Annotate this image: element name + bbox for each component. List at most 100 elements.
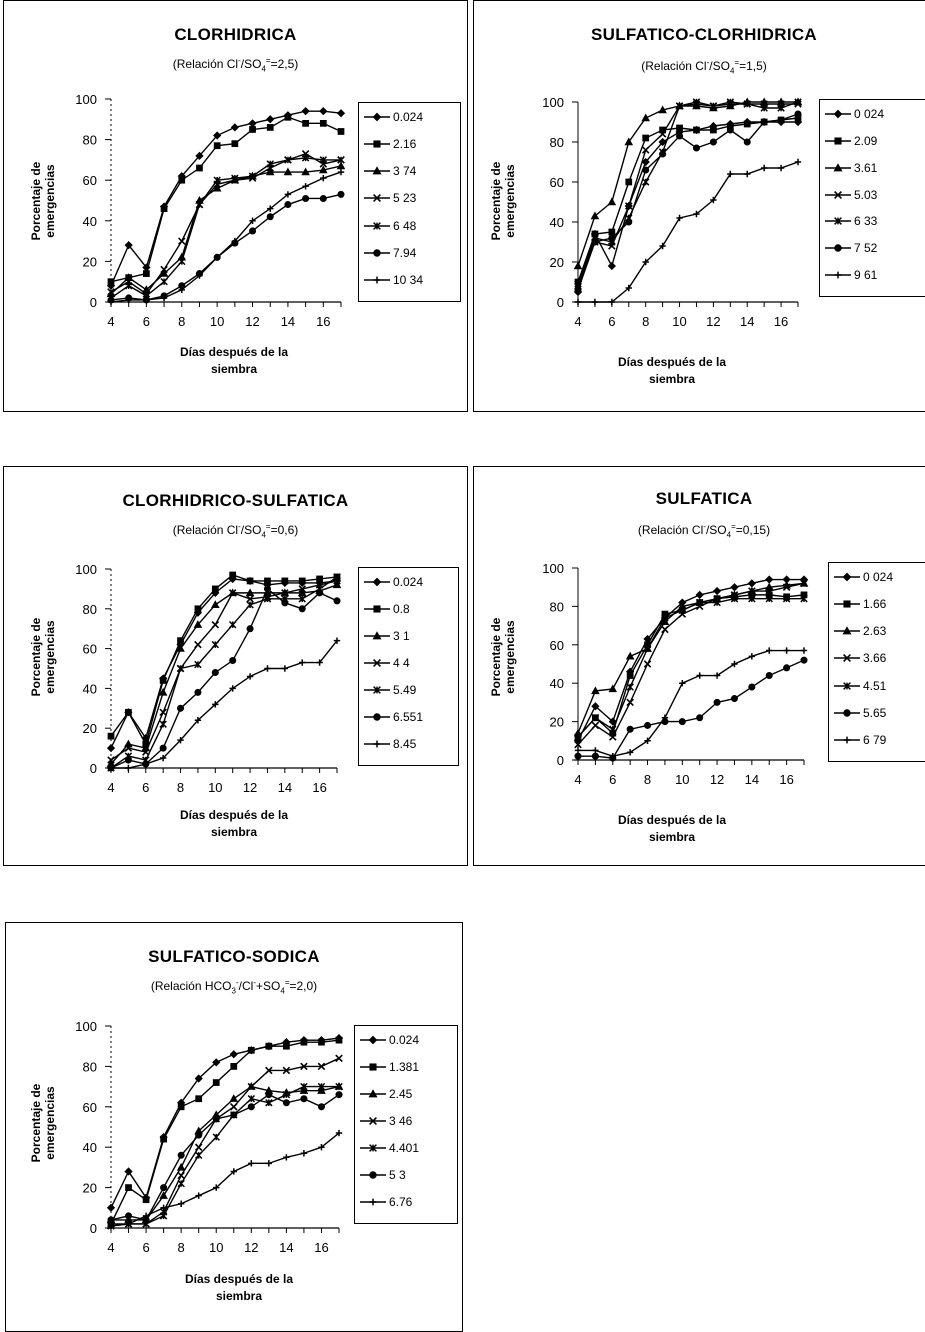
data-point <box>659 242 666 250</box>
subtitle-part: - <box>706 58 710 67</box>
data-point <box>317 1062 326 1071</box>
legend-label: 2.09 <box>854 133 878 148</box>
legend-swatch <box>364 686 390 694</box>
data-point <box>196 164 203 172</box>
legend-swatch <box>825 137 851 145</box>
data-point <box>212 701 219 708</box>
data-point <box>249 126 256 133</box>
data-point <box>574 740 582 749</box>
data-point <box>228 589 237 597</box>
data-point <box>124 282 133 290</box>
data-point <box>302 119 309 127</box>
series-6 <box>574 110 802 294</box>
data-point <box>195 1095 203 1103</box>
data-point <box>178 286 185 294</box>
data-point <box>696 672 703 679</box>
chart-title: SULFATICA <box>655 489 753 508</box>
legend-item: 0 024 <box>829 567 925 587</box>
legend-item: 0.8 <box>359 599 458 619</box>
data-point <box>641 157 650 167</box>
data-point <box>107 732 115 740</box>
legend-item: 3 46 <box>355 1111 457 1131</box>
legend-swatch <box>364 194 390 203</box>
data-point <box>230 1168 237 1175</box>
data-point <box>695 598 704 607</box>
data-point <box>626 672 634 679</box>
data-point <box>591 714 600 722</box>
legend-label: 7 52 <box>854 241 878 256</box>
data-point <box>696 714 704 722</box>
data-point <box>106 1203 116 1212</box>
data-point <box>319 107 328 116</box>
x-tick-label: 10 <box>208 780 222 795</box>
data-point <box>641 178 650 186</box>
subtitle-part: = <box>265 56 271 65</box>
subtitle-part: = <box>731 522 736 531</box>
data-point <box>335 1129 343 1137</box>
data-point <box>230 1103 238 1111</box>
data-point <box>335 1091 343 1099</box>
chart-legend: 0.024 2.16 3 74 5 23 6 48 7.94 10 34 <box>358 102 461 302</box>
data-point <box>590 211 600 220</box>
data-point <box>248 1160 255 1167</box>
y-tick-label: 60 <box>83 1100 97 1115</box>
y-tick-label: 0 <box>90 761 97 776</box>
legend-swatch <box>834 736 860 744</box>
legend-item: 3 74 <box>359 161 460 181</box>
legend-label: 0.024 <box>393 575 424 589</box>
data-point <box>301 167 310 176</box>
data-point <box>212 1058 221 1067</box>
legend-label: 5 3 <box>389 1168 406 1182</box>
y-tick-label: 40 <box>550 676 564 691</box>
data-point <box>248 172 257 180</box>
data-point <box>713 698 721 706</box>
data-point <box>336 161 346 170</box>
data-point <box>283 1042 290 1050</box>
data-point <box>125 708 132 716</box>
chart-title: SULFATICO-SODICA <box>148 947 320 966</box>
line-chart-plot: 0 20 40 60 80 100 4 6 8 10 12 14 16 <box>542 561 809 787</box>
x-axis-label: Días después de la siembra <box>572 812 772 846</box>
series-line <box>110 193 342 301</box>
data-point <box>265 1091 273 1099</box>
data-point <box>160 1184 168 1192</box>
data-point <box>263 595 272 603</box>
data-point <box>283 1154 290 1161</box>
data-point <box>211 620 220 629</box>
series-line <box>577 578 804 742</box>
data-point <box>124 744 133 752</box>
data-point <box>609 733 617 741</box>
data-point <box>124 273 133 281</box>
x-axis-label-line: Días después de la <box>617 355 727 369</box>
y-axis-label-line: Porcentaje de <box>489 161 503 241</box>
data-point <box>125 1220 132 1228</box>
chart-title: SULFATICO-CLORHIDRICA <box>590 25 818 44</box>
data-point <box>298 605 306 613</box>
data-point <box>644 737 651 744</box>
subtitle-part: 3 <box>231 986 236 996</box>
data-point <box>195 200 204 209</box>
data-point <box>574 747 582 754</box>
data-point <box>337 168 345 176</box>
series-3 <box>573 578 809 737</box>
legend-swatch <box>364 740 390 748</box>
data-point <box>333 637 341 644</box>
legend-swatch <box>834 600 860 608</box>
x-axis-label-line: siembra <box>648 830 696 844</box>
subtitle-part: = <box>265 522 271 531</box>
y-tick-label: 80 <box>550 135 564 150</box>
y-axis-label-line: emergencias <box>43 1086 57 1160</box>
series-5 <box>574 594 808 741</box>
data-point <box>712 586 722 596</box>
series-line <box>577 594 805 738</box>
data-point <box>777 164 785 172</box>
x-axis-label-line: siembra <box>648 372 696 386</box>
x-tick-label: 12 <box>245 314 259 329</box>
data-point <box>176 664 185 673</box>
data-point <box>194 1074 203 1083</box>
data-point <box>319 156 328 164</box>
data-point <box>743 138 751 146</box>
legend-label: 0 024 <box>854 107 885 121</box>
legend-swatch <box>364 631 390 640</box>
data-point <box>265 1160 273 1167</box>
